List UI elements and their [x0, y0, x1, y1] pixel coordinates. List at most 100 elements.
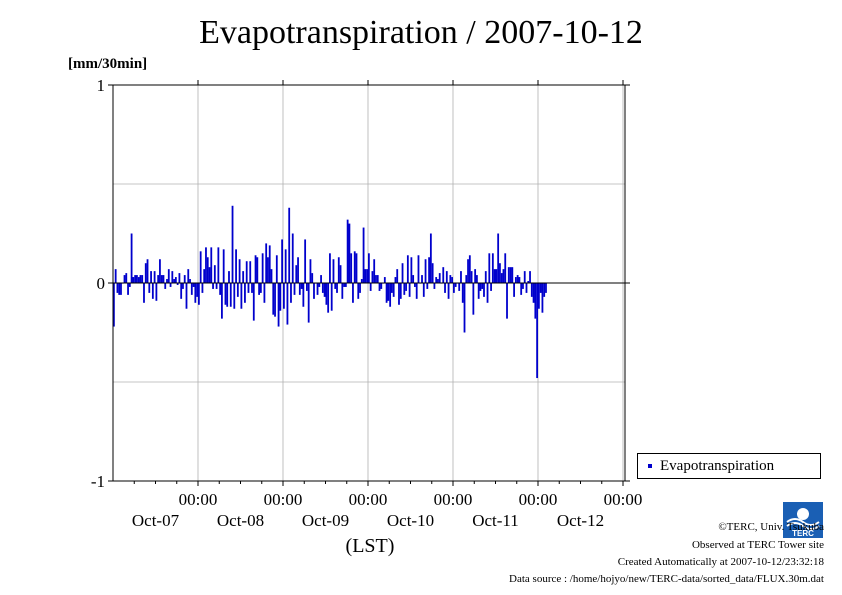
bar: [405, 283, 407, 291]
legend-label: Evapotranspiration: [660, 458, 775, 474]
bar: [316, 283, 319, 295]
bar: [355, 253, 358, 283]
bar: [210, 247, 213, 283]
bar: [447, 283, 450, 299]
bar: [463, 283, 466, 333]
bar: [477, 283, 480, 299]
bar: [401, 263, 404, 283]
bar: [182, 283, 184, 289]
bar: [522, 283, 524, 289]
bar: [164, 283, 167, 289]
bar: [212, 283, 214, 289]
bar: [394, 277, 397, 283]
bar: [470, 271, 473, 283]
bar: [378, 283, 381, 291]
bar: [348, 223, 351, 283]
bar: [143, 283, 145, 303]
bar: [268, 245, 271, 283]
x-tick-date-label: Oct-08: [217, 511, 264, 530]
bar: [136, 275, 138, 283]
bar: [476, 275, 478, 283]
bar: [437, 279, 439, 283]
bar: [128, 283, 131, 287]
bar: [130, 233, 133, 283]
bar: [231, 205, 234, 283]
bar: [509, 267, 512, 283]
bar: [507, 267, 510, 283]
bar: [166, 279, 168, 283]
legend: Evapotranspiration: [637, 453, 821, 479]
bar: [222, 249, 225, 283]
bar: [387, 283, 390, 301]
bar: [493, 269, 496, 283]
bar: [516, 275, 519, 283]
bar: [116, 283, 119, 293]
bar: [339, 265, 342, 283]
logo-text: TERC: [792, 529, 814, 538]
bar: [307, 283, 310, 323]
bar: [114, 269, 117, 283]
bar: [297, 257, 299, 283]
bar: [171, 271, 174, 283]
bar: [120, 283, 122, 295]
bar: [160, 275, 163, 283]
legend-swatch: [648, 464, 652, 468]
bar: [263, 283, 266, 303]
y-tick-label: 1: [97, 76, 106, 95]
bar: [451, 277, 454, 283]
bar: [173, 279, 175, 283]
bar: [247, 283, 250, 293]
bar: [167, 269, 170, 283]
bar: [224, 283, 227, 305]
bar: [318, 283, 321, 287]
bar: [187, 269, 190, 283]
bar: [162, 275, 165, 283]
bar: [421, 275, 423, 283]
bar: [442, 267, 445, 283]
bar: [306, 283, 308, 291]
bar: [192, 283, 195, 287]
bar: [360, 279, 363, 283]
bar: [366, 269, 369, 283]
bar: [277, 283, 280, 327]
bar: [398, 283, 400, 305]
bar: [267, 257, 269, 283]
bar: [275, 255, 278, 283]
bar: [157, 275, 160, 283]
bar: [454, 283, 457, 287]
bar: [330, 283, 333, 311]
bar: [336, 283, 338, 293]
bar: [148, 283, 151, 293]
bar: [196, 283, 199, 297]
bar: [359, 283, 361, 293]
bar: [357, 283, 360, 299]
bar: [408, 283, 411, 297]
bar: [472, 283, 475, 315]
x-tick-date-label: Oct-07: [132, 511, 180, 530]
bar: [238, 259, 241, 283]
bar: [201, 283, 204, 293]
bar: [178, 273, 181, 283]
y-axis-ticks: 1 0 -1: [91, 76, 630, 491]
bar: [254, 255, 257, 283]
bar: [422, 283, 425, 297]
bar: [302, 283, 305, 307]
bar: [194, 283, 197, 303]
x-tick-time-label: 00:00: [434, 490, 473, 509]
bar: [502, 269, 505, 283]
bar: [514, 277, 517, 283]
bar: [279, 283, 282, 311]
bar: [221, 283, 223, 319]
bar: [426, 283, 429, 289]
bar: [215, 283, 218, 289]
bar: [127, 283, 129, 295]
bar: [403, 283, 406, 295]
bar: [256, 257, 259, 283]
bar: [481, 283, 484, 289]
footer-copyright: ©TERC, Univ. Tsukuba: [718, 521, 824, 533]
bar: [530, 283, 533, 297]
bar: [373, 259, 376, 283]
bar: [309, 259, 312, 283]
bar: [139, 275, 142, 283]
bar: [474, 269, 477, 283]
